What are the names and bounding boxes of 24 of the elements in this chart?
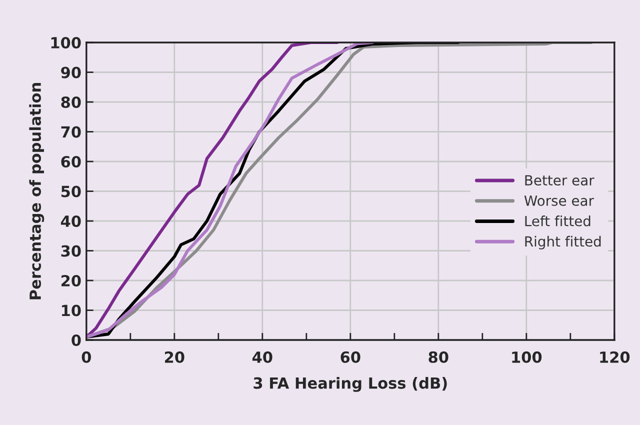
legend-label: Left fitted xyxy=(525,216,590,226)
y-tick-label: 10 xyxy=(62,304,81,316)
y-tick-label: 80 xyxy=(61,96,81,108)
y-tick-label: 100 xyxy=(51,36,81,49)
y-tick-label: 30 xyxy=(61,245,81,257)
y-tick-label: 40 xyxy=(60,215,81,228)
x-tick-label: 0 xyxy=(82,351,91,363)
x-tick-label: 20 xyxy=(164,351,184,363)
legend-label: Right fitted xyxy=(525,236,601,250)
y-tick-label: 0 xyxy=(72,334,81,346)
y-tick-label: 70 xyxy=(61,126,81,138)
x-tick-label: 80 xyxy=(428,351,448,363)
x-tick-label: 120 xyxy=(600,351,630,363)
x-tick-label: 100 xyxy=(512,351,542,363)
y-axis-title: Percentage of population xyxy=(29,83,44,300)
y-tick-label: 60 xyxy=(61,156,81,168)
x-tick-label: 60 xyxy=(340,351,360,363)
legend-label: Better ear xyxy=(525,175,594,186)
legend-label: Worse ear xyxy=(524,196,594,206)
x-tick-label: 40 xyxy=(252,351,272,363)
y-tick-label: 20 xyxy=(61,274,81,287)
y-tick-label: 50 xyxy=(61,186,81,198)
y-tick-label: 90 xyxy=(61,66,81,78)
x-axis-title: 3 FA Hearing Loss (dB) xyxy=(254,377,447,392)
